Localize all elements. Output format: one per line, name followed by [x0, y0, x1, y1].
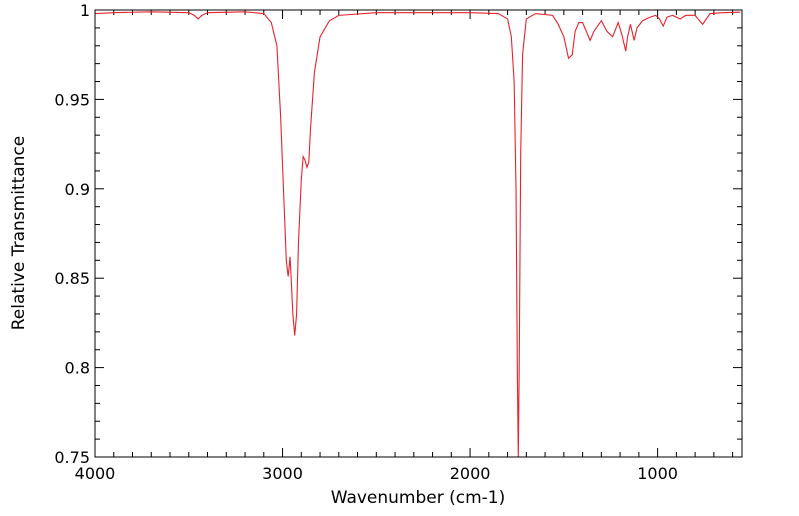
- minor-ticks: [95, 10, 742, 457]
- y-tick-label: 0.9: [65, 180, 90, 199]
- x-tick-label: 2000: [450, 464, 491, 483]
- y-tick-label: 1: [80, 1, 90, 20]
- x-axis-title: Wavenumber (cm-1): [331, 488, 506, 508]
- y-tick-label: 0.85: [54, 269, 90, 288]
- y-tick-label: 0.75: [54, 448, 90, 467]
- y-tick-labels: 0.75 0.8 0.85 0.9 0.95 1: [54, 1, 90, 467]
- plot-frame: [94, 9, 743, 458]
- plot-area: [95, 10, 742, 457]
- y-tick-label: 0.8: [65, 359, 90, 378]
- y-axis-title: Relative Transmittance: [9, 136, 29, 331]
- x-tick-label: 3000: [262, 464, 303, 483]
- x-tick-labels: 4000 3000 2000 1000: [75, 464, 678, 483]
- series-line-transmittance: [94, 11, 741, 458]
- x-tick-label: 1000: [637, 464, 678, 483]
- y-tick-label: 0.95: [54, 90, 90, 109]
- x-tick-label: 4000: [75, 464, 116, 483]
